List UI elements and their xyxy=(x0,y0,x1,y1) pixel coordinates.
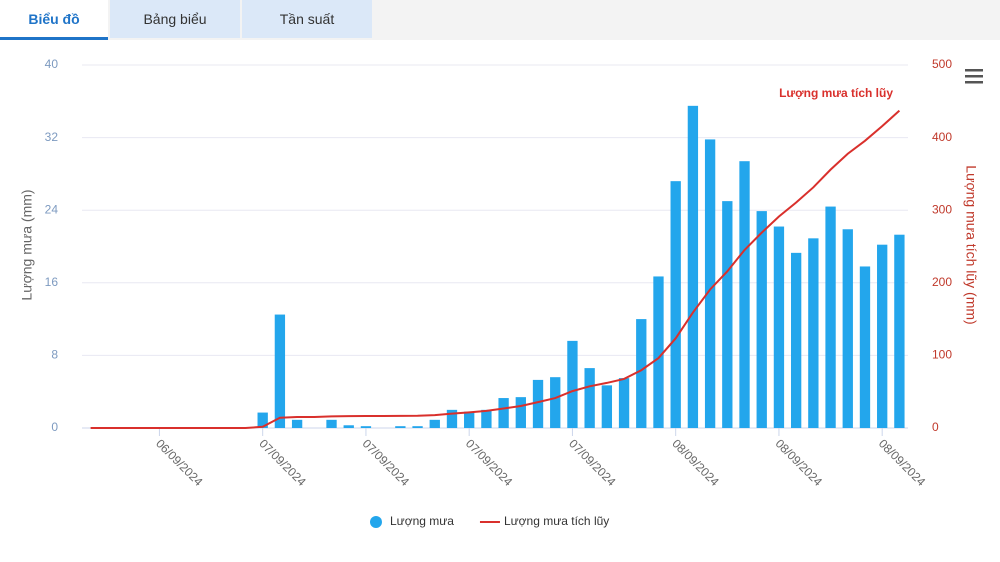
y2-tick-label: 500 xyxy=(932,57,952,71)
bar xyxy=(446,409,458,428)
line xyxy=(90,109,901,429)
bar xyxy=(515,397,526,428)
bar xyxy=(464,411,475,428)
bar xyxy=(567,340,578,428)
y-tick-label: 40 xyxy=(45,57,59,71)
x-tick-label: 08/09/2024 xyxy=(876,436,929,489)
y2-axis-title: Lượng mưa tích lũy (mm) xyxy=(963,165,979,324)
bar xyxy=(274,314,286,428)
bar xyxy=(360,426,372,428)
bar xyxy=(429,419,440,428)
y2-tick-label: 400 xyxy=(932,130,952,144)
bar xyxy=(326,419,337,428)
bar xyxy=(550,377,561,428)
bar xyxy=(498,398,509,428)
bar xyxy=(412,426,423,428)
bar xyxy=(584,368,595,428)
legend-symbol xyxy=(370,516,382,528)
tab[interactable]: Biểu đồ xyxy=(0,0,108,40)
tab[interactable]: Tần suất xyxy=(242,0,372,38)
tab[interactable]: Bảng biểu xyxy=(110,0,240,38)
annotation: Lượng mưa tích lũy xyxy=(779,86,893,100)
bar xyxy=(825,206,836,428)
menu-icon[interactable] xyxy=(965,69,983,84)
bar xyxy=(636,319,647,428)
bar xyxy=(722,201,733,428)
bar xyxy=(877,244,888,428)
x-tick-label: 08/09/2024 xyxy=(773,436,826,489)
bar xyxy=(808,238,819,428)
x-tick-label: 07/09/2024 xyxy=(566,436,619,489)
y2-tick-label: 100 xyxy=(932,348,952,362)
y-tick-label: 24 xyxy=(45,202,59,216)
y-tick-label: 32 xyxy=(45,130,59,144)
bar xyxy=(291,419,303,428)
bar xyxy=(790,252,802,428)
legend-label: Lượng mưa tích lũy xyxy=(504,514,609,528)
y-axis-title: Lượng mưa (mm) xyxy=(19,189,35,300)
bar xyxy=(481,409,492,428)
x-tick-label: 06/09/2024 xyxy=(153,436,206,489)
bar xyxy=(532,379,544,428)
chart: Lượng mưa tích lũy Lượng mưa (mm) Lượng … xyxy=(19,57,983,528)
bar xyxy=(257,412,268,428)
bar xyxy=(687,105,699,429)
y-tick-label: 16 xyxy=(45,275,59,289)
bar xyxy=(601,385,613,428)
y-tick-label: 8 xyxy=(51,348,58,362)
bar xyxy=(894,234,905,428)
x-tick-label: 08/09/2024 xyxy=(669,436,722,489)
bar xyxy=(618,378,630,428)
bar xyxy=(739,161,750,428)
bar xyxy=(395,426,406,428)
bar xyxy=(842,229,853,428)
y2-tick-label: 200 xyxy=(932,275,952,289)
x-tick-label: 07/09/2024 xyxy=(360,436,413,489)
x-tick-label: 07/09/2024 xyxy=(256,436,309,489)
bar xyxy=(670,181,681,428)
y-tick-label: 0 xyxy=(51,420,58,434)
bar xyxy=(756,211,767,428)
x-tick-label: 07/09/2024 xyxy=(463,436,516,489)
bar xyxy=(704,139,716,428)
legend-label: Lượng mưa xyxy=(390,514,454,528)
bar xyxy=(773,226,785,428)
y2-tick-label: 0 xyxy=(932,420,939,434)
y2-tick-label: 300 xyxy=(932,202,952,216)
bar xyxy=(343,425,354,428)
bar xyxy=(653,276,664,428)
tab-bar: Biểu đồ Bảng biểu Tần suất xyxy=(0,0,1000,40)
bar xyxy=(859,266,871,428)
